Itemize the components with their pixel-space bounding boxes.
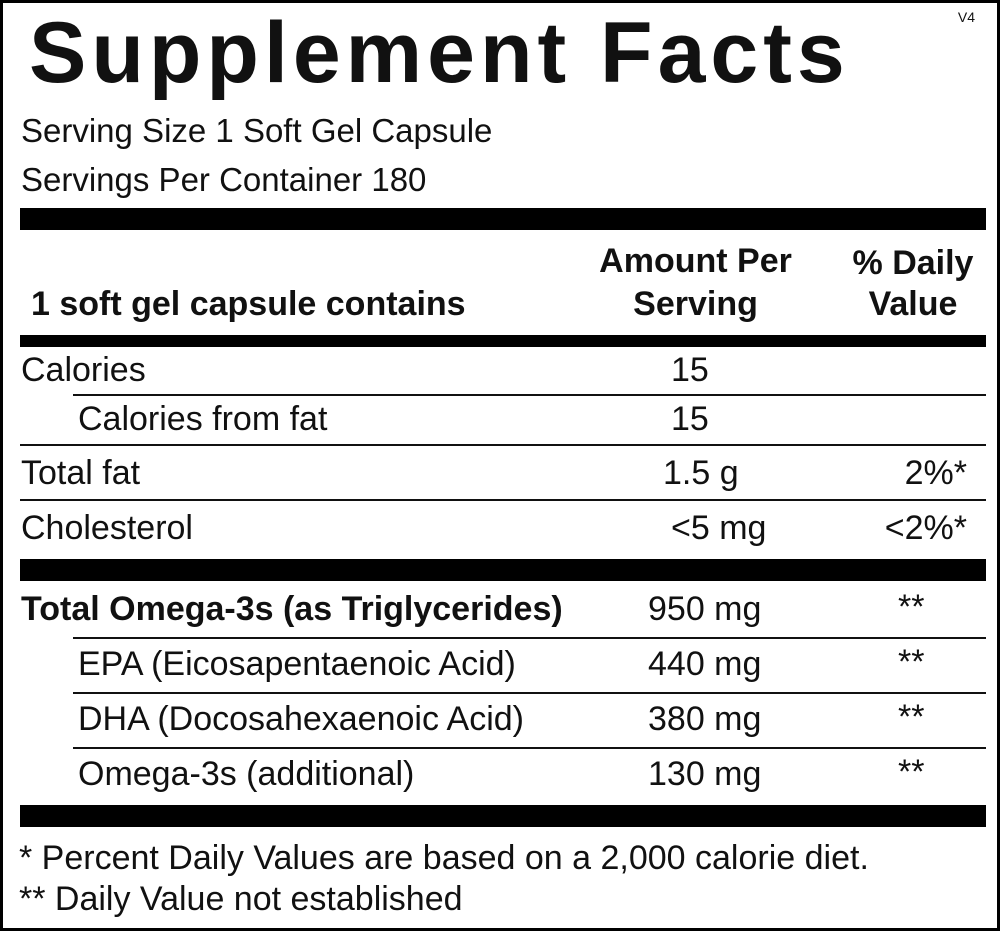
serving-size: Serving Size 1 Soft Gel Capsule [21, 112, 493, 149]
row-dv-total-fat: 2%* [904, 454, 967, 492]
divider-under-header [20, 335, 986, 347]
row-name-calories-from-fat: Calories from fat [78, 400, 328, 438]
row-dv-epa: ** [898, 643, 925, 681]
row-name-total-omega3: Total Omega-3s (as Triglycerides) [21, 590, 563, 628]
row-name-total-fat: Total fat [21, 454, 141, 492]
row-amount-calories: 15 [671, 351, 709, 389]
panel-title: Supplement Facts [29, 5, 850, 101]
contains-label: 1 soft gel capsule contains [31, 285, 466, 323]
footnote-not-established: ** Daily Value not established [19, 880, 463, 918]
row-amount-calories-from-fat: 15 [671, 400, 709, 438]
row-amount-cholesterol: <5 mg [671, 509, 767, 547]
amount-header-line1: Amount Per [599, 242, 792, 280]
amount-header-line2: Serving [633, 285, 758, 323]
row-amount-dha: 380 mg [648, 700, 762, 738]
row-amount-total-fat: 1.5 g [663, 454, 739, 492]
row-dv-dha: ** [898, 698, 925, 736]
servings-per-container: Servings Per Container 180 [21, 161, 427, 198]
row-amount-epa: 440 mg [648, 645, 762, 683]
row-amount-total-omega3: 950 mg [648, 590, 762, 628]
version-label: V4 [957, 9, 975, 25]
row-amount-omega3-additional: 130 mg [648, 755, 762, 793]
rule-epa [73, 692, 986, 694]
row-name-cholesterol: Cholesterol [21, 509, 193, 547]
dv-header-line2: Value [868, 285, 958, 323]
row-name-calories: Calories [21, 351, 146, 389]
row-name-omega3-additional: Omega-3s (additional) [78, 755, 415, 793]
dv-header-line1: % Daily [852, 244, 974, 282]
footnote-daily-values: * Percent Daily Values are based on a 2,… [19, 839, 869, 877]
row-dv-cholesterol: <2%* [884, 509, 967, 547]
thick-divider-top [20, 208, 986, 230]
rule-total-omega3 [73, 637, 986, 639]
rule-total-fat [20, 499, 986, 501]
rule-calories-from-fat [20, 444, 986, 446]
rule-dha [73, 747, 986, 749]
row-dv-omega3-additional: ** [898, 753, 925, 791]
row-dv-total-omega3: ** [898, 588, 925, 626]
row-name-epa: EPA (Eicosapentaenoic Acid) [78, 645, 516, 683]
rule-calories [73, 394, 986, 396]
thick-divider-middle [20, 559, 986, 581]
thick-divider-bottom [20, 805, 986, 827]
row-name-dha: DHA (Docosahexaenoic Acid) [78, 700, 525, 738]
